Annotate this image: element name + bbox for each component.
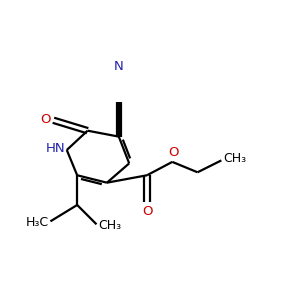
- Text: H₃C: H₃C: [26, 216, 49, 229]
- Text: O: O: [168, 146, 178, 159]
- Text: CH₃: CH₃: [224, 152, 247, 165]
- Text: O: O: [143, 205, 153, 218]
- Text: HN: HN: [46, 142, 65, 155]
- Text: N: N: [114, 60, 124, 73]
- Text: O: O: [40, 112, 50, 126]
- Text: CH₃: CH₃: [98, 219, 121, 232]
